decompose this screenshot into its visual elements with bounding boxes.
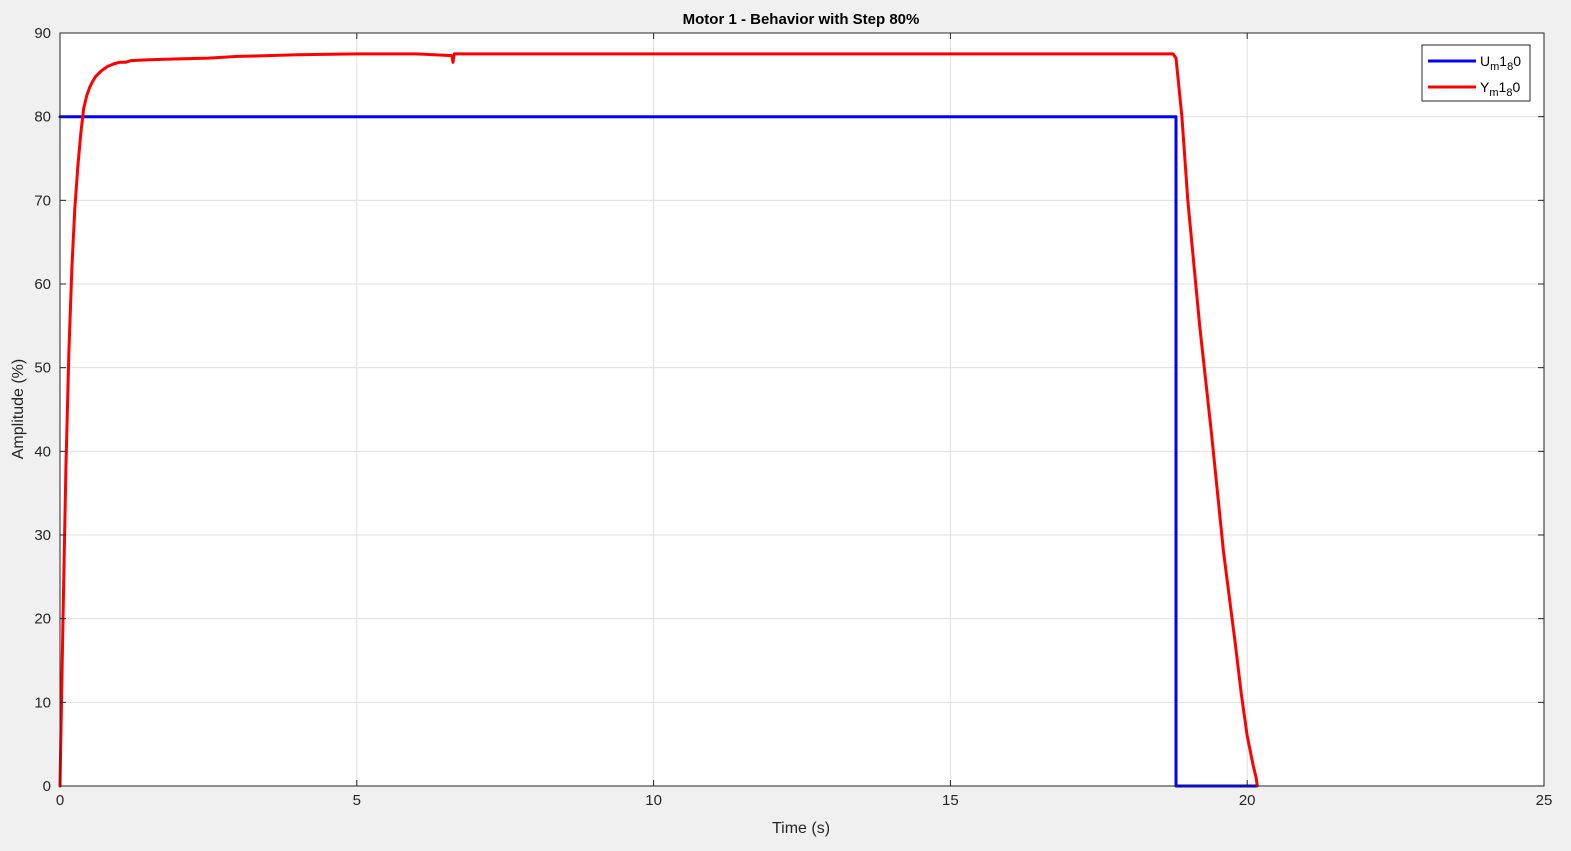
tick-labels: 0 5 10 15 20 25 0 10 20 30 40 50 60 70 80 90 xyxy=(34,25,1552,809)
y-tick-label: 40 xyxy=(34,443,51,460)
y-tick-label: 0 xyxy=(43,778,51,795)
y-tick-label: 20 xyxy=(34,611,51,628)
plot-area xyxy=(60,33,1544,786)
y-tick-label: 50 xyxy=(34,360,51,377)
legend: Um180 Ym180 xyxy=(1421,44,1531,102)
x-tick-label: 5 xyxy=(353,792,361,809)
x-tick-label: 15 xyxy=(942,792,959,809)
y-tick-label: 10 xyxy=(34,694,51,711)
legend-label-1: Um180 xyxy=(1480,53,1521,73)
x-tick-label: 25 xyxy=(1536,792,1553,809)
series-line-2 xyxy=(58,52,1259,788)
y-tick-label: 70 xyxy=(34,192,51,209)
chart-title: Motor 1 - Behavior with Step 80% xyxy=(683,11,920,28)
y-tick-label: 30 xyxy=(34,527,51,544)
x-tick-label: 0 xyxy=(56,792,64,809)
x-tick-label: 10 xyxy=(645,792,662,809)
tick-marks xyxy=(59,32,1545,787)
y-axis-label: Amplitude (%) xyxy=(10,359,27,459)
y-tick-label: 80 xyxy=(34,109,51,126)
legend-label-2: Ym180 xyxy=(1480,79,1520,99)
y-tick-label: 90 xyxy=(34,25,51,42)
x-tick-label: 20 xyxy=(1239,792,1256,809)
grid-lines xyxy=(60,33,1544,786)
legend-box xyxy=(1421,44,1531,102)
axes-box xyxy=(59,32,1545,787)
y-tick-label: 60 xyxy=(34,276,51,293)
x-axis-label: Time (s) xyxy=(772,820,830,837)
